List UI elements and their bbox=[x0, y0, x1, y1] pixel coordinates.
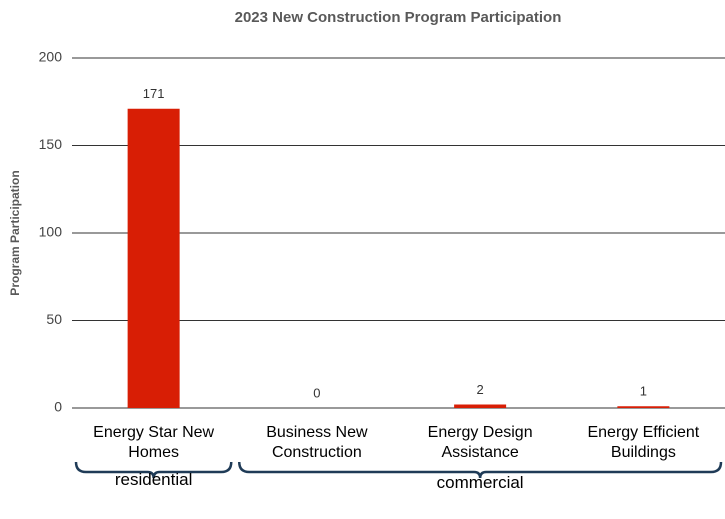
value-label: 2 bbox=[477, 382, 484, 397]
group-bracket bbox=[238, 461, 723, 479]
bar bbox=[617, 406, 670, 408]
value-label: 0 bbox=[313, 385, 320, 400]
y-tick-label: 100 bbox=[39, 224, 63, 240]
x-tick-label: Energy Design Assistance bbox=[427, 424, 533, 461]
value-label: 171 bbox=[143, 86, 165, 101]
y-tick-label: 200 bbox=[39, 49, 63, 65]
y-axis-label: Program Participation bbox=[8, 170, 22, 295]
x-tick-label: Energy Efficient Buildings bbox=[587, 424, 700, 461]
group-label: commercial bbox=[436, 473, 524, 492]
y-tick-label: 50 bbox=[46, 311, 62, 327]
y-tick-label: 150 bbox=[39, 136, 63, 152]
bar bbox=[454, 404, 507, 408]
bar bbox=[127, 108, 180, 408]
group-label: residential bbox=[114, 470, 193, 489]
y-tick-label: 0 bbox=[54, 399, 62, 415]
chart-title: 2023 New Construction Program Participat… bbox=[235, 9, 562, 26]
x-tick-label: Business New Construction bbox=[266, 424, 368, 461]
value-label: 1 bbox=[640, 384, 647, 399]
x-tick-label: Energy Star New Homes bbox=[93, 424, 215, 461]
group-bracket bbox=[74, 461, 233, 479]
